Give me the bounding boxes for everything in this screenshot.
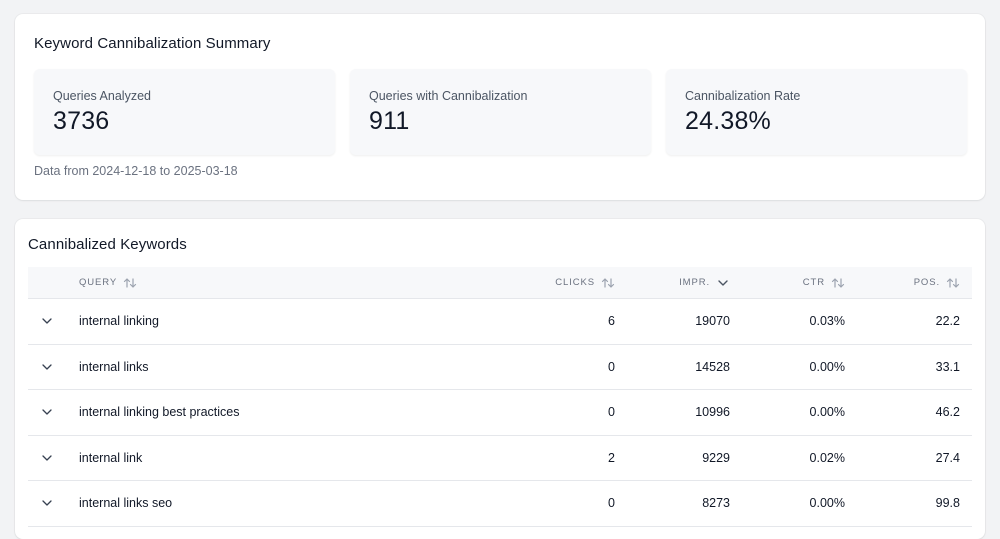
chevron-down-icon[interactable] [40, 496, 54, 510]
table-title: Cannibalized Keywords [28, 236, 187, 253]
column-header-label: CLICKS [555, 277, 595, 288]
cell-query: internal linking [79, 314, 159, 328]
cell-impr: 14528 [695, 359, 730, 374]
stat-value: 3736 [53, 107, 110, 135]
sort-arrows-icon [831, 277, 845, 289]
cell-ctr: 0.00% [809, 496, 845, 510]
stat-card-cannibalization-rate: Cannibalization Rate 24.38% [666, 69, 967, 155]
cell-clicks: 2 [608, 450, 615, 465]
sort-arrows-icon [601, 277, 615, 289]
cell-ctr: 0.02% [809, 450, 845, 465]
chevron-down-icon[interactable] [40, 314, 54, 328]
column-header-query[interactable]: QUERY [79, 267, 459, 299]
cell-impr: 9229 [702, 450, 730, 465]
cell-pos: 33.1 [935, 359, 960, 374]
cell-ctr: 0.03% [809, 314, 845, 328]
table-row[interactable]: internal link 2 9229 0.02% 27.4 [28, 436, 972, 481]
chevron-down-icon[interactable] [40, 405, 54, 419]
cell-ctr: 0.00% [809, 405, 845, 419]
cell-clicks: 6 [608, 314, 615, 328]
cell-query: internal link [79, 450, 143, 465]
cell-impr: 19070 [695, 314, 730, 328]
column-header-pos[interactable]: POS. [845, 267, 960, 299]
keywords-table: QUERY CLICKS IMPR. CTR [28, 267, 972, 527]
stat-value: 24.38% [685, 107, 771, 135]
table-header: QUERY CLICKS IMPR. CTR [28, 267, 972, 299]
column-header-impr[interactable]: IMPR. [615, 267, 730, 299]
cell-clicks: 0 [608, 405, 615, 419]
column-header-label: QUERY [79, 277, 118, 288]
chevron-down-icon[interactable] [40, 360, 54, 374]
table-row[interactable]: internal links 0 14528 0.00% 33.1 [28, 345, 972, 390]
cell-query: internal links [79, 359, 149, 374]
stat-label: Queries Analyzed [53, 89, 151, 103]
stat-label: Queries with Cannibalization [369, 89, 528, 103]
column-header-label: CTR [802, 277, 825, 288]
column-header-ctr[interactable]: CTR [730, 267, 845, 299]
table-row[interactable]: internal linking best practices 0 10996 … [28, 390, 972, 436]
chevron-down-icon[interactable] [40, 451, 54, 465]
stat-label: Cannibalization Rate [685, 89, 801, 103]
column-header-clicks[interactable]: CLICKS [458, 267, 615, 299]
column-header-label: IMPR. [679, 277, 710, 288]
cell-ctr: 0.00% [809, 359, 845, 374]
cell-pos: 22.2 [935, 314, 960, 328]
chevron-down-icon [716, 277, 730, 289]
cell-pos: 27.4 [935, 450, 960, 465]
sort-arrows-icon [946, 277, 960, 289]
cell-query: internal links seo [79, 496, 173, 510]
cell-impr: 10996 [695, 405, 730, 419]
summary-card: Keyword Cannibalization Summary Queries … [15, 14, 985, 200]
cannibalized-keywords-card: Cannibalized Keywords QUERY CLICKS IMPR. [15, 219, 985, 539]
cell-clicks: 0 [608, 496, 615, 510]
table-row[interactable]: internal linking 6 19070 0.03% 22.2 [28, 299, 972, 345]
date-range-text: Data from 2024-12-18 to 2025-03-18 [34, 164, 238, 178]
stat-value: 911 [369, 107, 410, 135]
cell-clicks: 0 [608, 359, 615, 374]
stat-card-queries-analyzed: Queries Analyzed 3736 [34, 69, 335, 155]
sort-arrows-icon [123, 277, 137, 289]
column-header-label: POS. [913, 277, 940, 288]
cell-pos: 46.2 [935, 405, 960, 419]
stat-card-queries-with-cannibalization: Queries with Cannibalization 911 [350, 69, 651, 155]
cell-pos: 99.8 [935, 496, 960, 510]
cell-query: internal linking best practices [79, 405, 240, 419]
table-row[interactable]: internal links seo 0 8273 0.00% 99.8 [28, 481, 972, 527]
cell-impr: 8273 [702, 496, 730, 510]
summary-title: Keyword Cannibalization Summary [34, 35, 271, 52]
